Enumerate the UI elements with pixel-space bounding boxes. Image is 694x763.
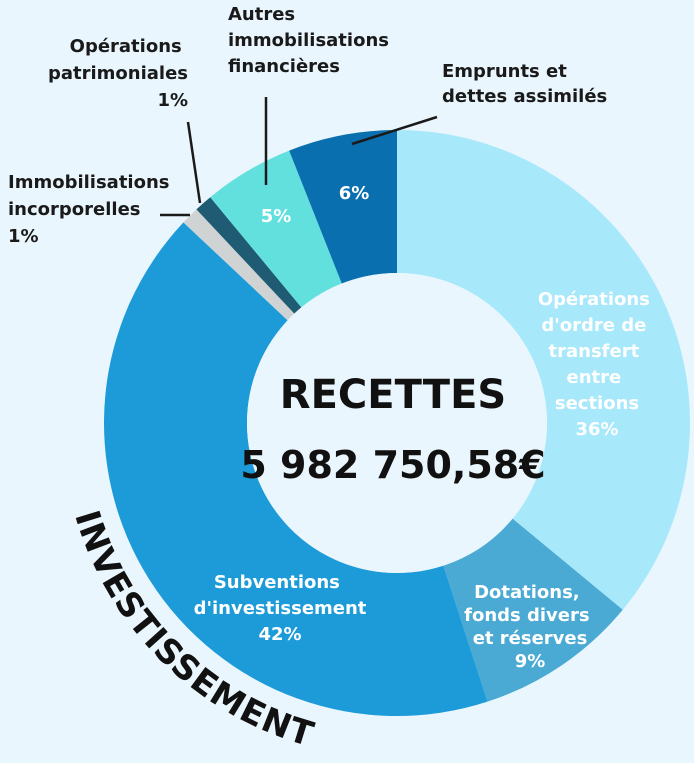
slice-label: Opérations patrimoniales <box>48 36 188 84</box>
label-line: Opérations <box>538 289 656 310</box>
label-line: Dotations, <box>474 582 586 603</box>
label-line: immobilisations <box>228 30 395 51</box>
label-line: sections <box>555 393 639 414</box>
value-label: 9% <box>515 651 546 672</box>
label-line: et réserves <box>473 628 588 649</box>
leader-lines <box>160 97 438 217</box>
leader-line <box>351 115 438 146</box>
value-label: 42% <box>258 624 301 645</box>
value-label: 1% <box>157 90 188 111</box>
label-line: transfert <box>549 341 646 362</box>
slice-label: Autres immobilisations financières <box>228 4 395 77</box>
slice-label: Emprunts et dettes assimilés <box>442 61 607 107</box>
value-label: 6% <box>339 183 370 204</box>
slice-label: Immobilisations incorporelles <box>8 172 176 220</box>
chart-title: RECETTES <box>280 372 506 418</box>
slice-label: Dotations, fonds divers et réserves <box>464 582 596 649</box>
donut-slice <box>183 209 295 321</box>
label-line: d'investissement <box>194 598 367 619</box>
value-label: 36% <box>575 419 618 440</box>
label-line: dettes assimilés <box>442 86 607 107</box>
donut-hole <box>247 273 547 573</box>
slice-label: Subventions d'investissement <box>194 572 367 619</box>
donut-slice <box>289 130 397 284</box>
label-line: financières <box>228 56 340 77</box>
value-label: 1% <box>8 226 39 247</box>
donut-slice <box>104 222 488 716</box>
donut-slice <box>443 518 623 702</box>
label-line: d'ordre de <box>541 315 652 336</box>
label-line: Subventions <box>214 572 346 593</box>
donut-slice <box>397 130 690 610</box>
value-label: 5% <box>261 206 292 227</box>
leader-line <box>186 121 202 204</box>
label-line: patrimoniales <box>48 63 188 84</box>
slice-label: Opérations d'ordre de transfert entre se… <box>538 289 656 414</box>
chart-subtitle: 5 982 750,58€ <box>240 443 545 487</box>
label-line: Autres <box>228 4 301 25</box>
label-line: Immobilisations <box>8 172 176 193</box>
label-line: entre <box>567 367 628 388</box>
label-line: Emprunts et <box>442 61 573 82</box>
label-line: incorporelles <box>8 199 141 220</box>
label-line: fonds divers <box>464 605 596 626</box>
donut-slice <box>210 150 342 308</box>
donut-slice <box>196 197 302 314</box>
label-line: Opérations <box>70 36 188 57</box>
